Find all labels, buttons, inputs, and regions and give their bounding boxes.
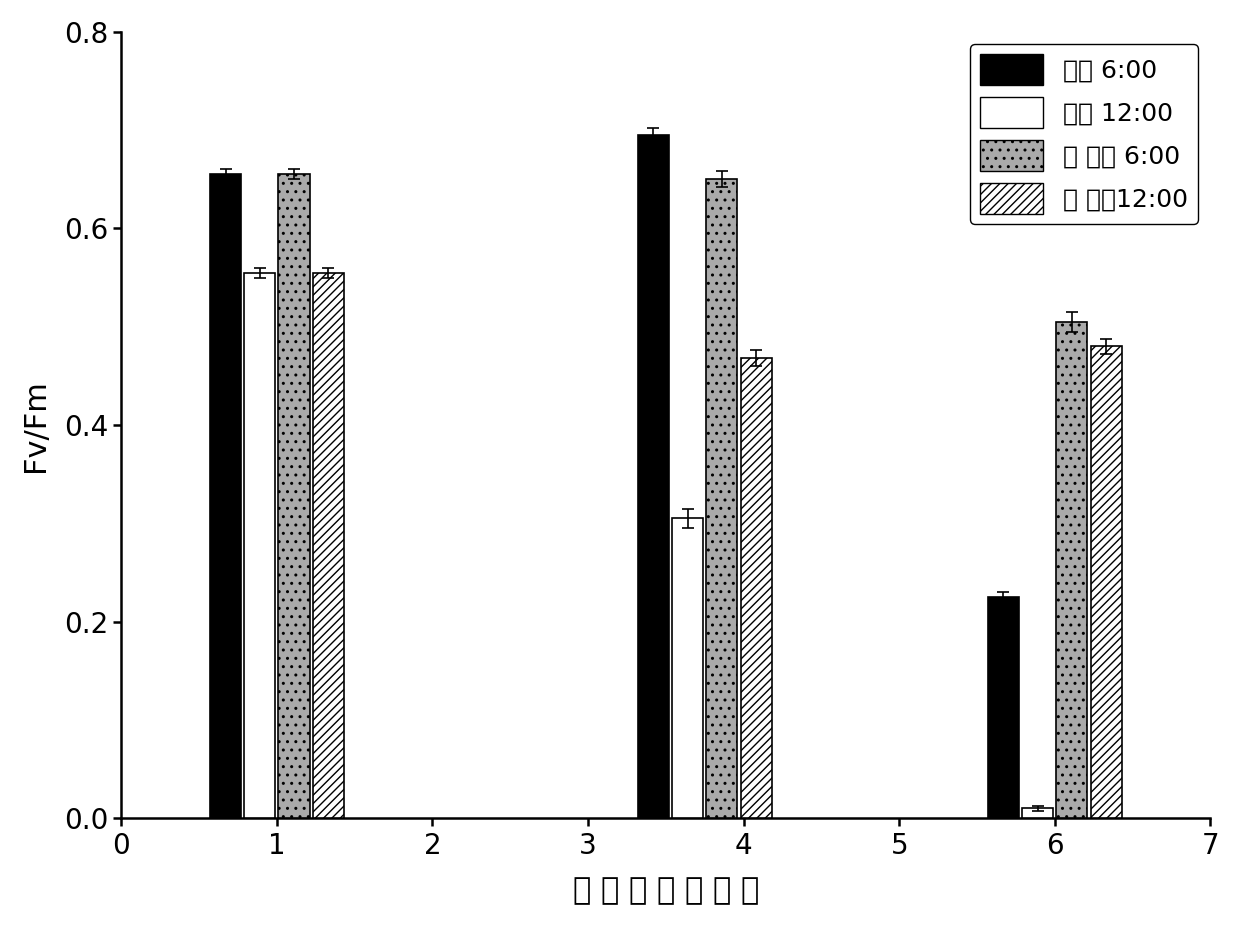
Bar (279, 174, 310, 819)
Bar (1056, 322, 1087, 819)
Bar (988, 597, 1019, 819)
Bar (672, 519, 703, 819)
Bar (210, 174, 241, 819)
Bar (637, 135, 668, 819)
Bar (740, 358, 771, 819)
Bar (244, 272, 275, 819)
Legend: 对照 6:00, 对照 12:00, 醋 酸钠 6:00, 醋 酸钠12:00: 对照 6:00, 对照 12:00, 醋 酸钠 6:00, 醋 酸钠12:00 (971, 44, 1198, 224)
Y-axis label: Fv/Fm: Fv/Fm (21, 379, 50, 471)
Bar (312, 272, 343, 819)
Bar (1090, 346, 1122, 819)
Bar (707, 180, 738, 819)
Bar (1022, 808, 1053, 819)
X-axis label: 培 养 时 间 （ 天 ）: 培 养 时 间 （ 天 ） (573, 876, 759, 906)
